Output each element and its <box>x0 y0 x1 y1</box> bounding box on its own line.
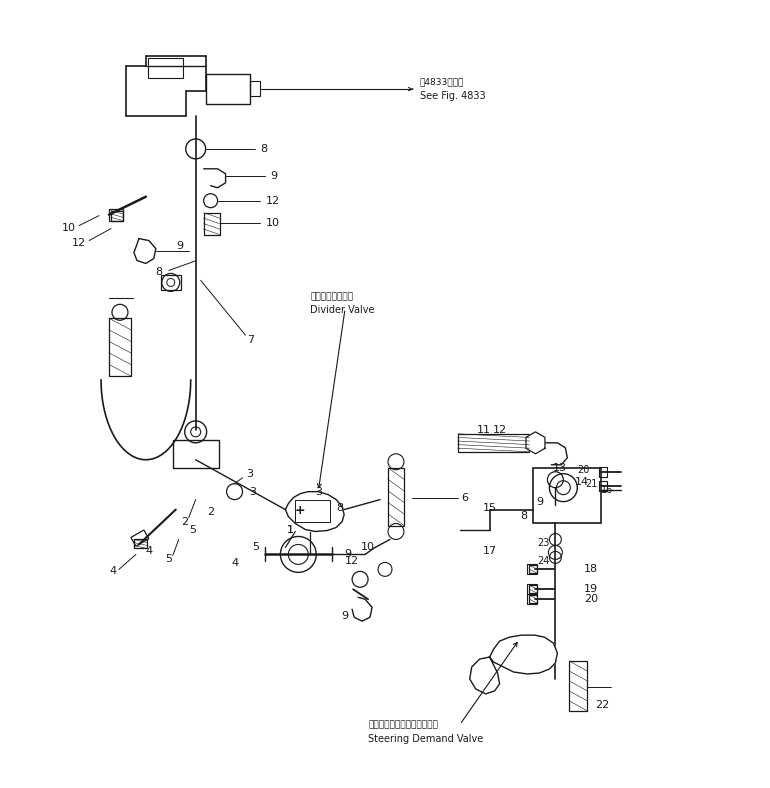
Bar <box>250 81 260 96</box>
Text: 9: 9 <box>536 496 543 507</box>
Text: Steering Demand Valve: Steering Demand Valve <box>368 734 484 744</box>
Bar <box>530 585 537 593</box>
Bar <box>296 500 330 522</box>
Text: ステアリングデマンドバルフ: ステアリングデマンドバルフ <box>368 720 438 730</box>
Bar <box>111 210 123 221</box>
Text: 9: 9 <box>176 240 183 251</box>
Text: 21: 21 <box>585 478 598 489</box>
Bar <box>534 468 601 522</box>
Text: 8: 8 <box>520 511 527 521</box>
Polygon shape <box>286 492 344 531</box>
Bar <box>457 434 530 452</box>
Text: 8: 8 <box>156 267 162 277</box>
Bar <box>527 594 537 604</box>
Text: 7: 7 <box>247 335 255 345</box>
Bar <box>148 58 182 78</box>
Bar <box>599 466 608 477</box>
Text: 10: 10 <box>62 222 76 232</box>
Text: 8: 8 <box>336 503 343 512</box>
Text: 23: 23 <box>537 538 550 548</box>
Polygon shape <box>470 657 500 694</box>
Text: Divider Valve: Divider Valve <box>310 305 375 315</box>
Text: 14: 14 <box>575 477 590 487</box>
Text: 5: 5 <box>166 555 172 564</box>
Text: 8: 8 <box>260 144 268 154</box>
Text: 11: 11 <box>477 425 490 435</box>
Text: See Fig. 4833: See Fig. 4833 <box>420 91 486 101</box>
Text: 1: 1 <box>287 525 294 534</box>
Text: 4: 4 <box>146 546 152 556</box>
Text: 第4833図参照: 第4833図参照 <box>420 78 464 87</box>
Bar <box>530 595 537 604</box>
Text: 2: 2 <box>181 517 189 526</box>
Bar <box>206 74 250 104</box>
Text: 9: 9 <box>341 611 348 621</box>
Text: 10: 10 <box>266 217 280 228</box>
Text: 2: 2 <box>207 507 214 517</box>
Text: 17: 17 <box>483 546 497 556</box>
Polygon shape <box>490 635 557 674</box>
Text: 9: 9 <box>270 171 277 180</box>
Bar <box>527 564 537 574</box>
Text: 12: 12 <box>72 237 86 247</box>
Text: 12: 12 <box>266 195 280 206</box>
Bar <box>599 481 608 491</box>
Text: 6: 6 <box>462 492 469 503</box>
Text: 1: 1 <box>287 525 294 534</box>
Text: 3: 3 <box>246 469 253 479</box>
Text: 4: 4 <box>109 567 116 576</box>
Bar <box>109 318 131 376</box>
Text: 15: 15 <box>483 503 497 512</box>
Text: ディバイダバルフ: ディバイダバルフ <box>310 292 353 301</box>
Bar <box>161 276 181 290</box>
Bar <box>131 530 149 546</box>
Bar <box>203 213 219 235</box>
Bar <box>172 440 219 468</box>
Text: 9: 9 <box>344 549 352 559</box>
Text: 3: 3 <box>315 487 322 496</box>
Text: 13: 13 <box>552 463 567 473</box>
Text: 19: 19 <box>584 584 598 594</box>
Bar <box>109 209 123 221</box>
Text: 16: 16 <box>601 485 614 495</box>
Bar <box>388 468 404 526</box>
Text: 3: 3 <box>249 487 256 496</box>
Text: 18: 18 <box>584 564 598 574</box>
Text: 12: 12 <box>493 425 507 435</box>
Bar <box>527 585 537 594</box>
Bar <box>569 661 588 711</box>
Text: 5: 5 <box>189 525 196 534</box>
Text: 20: 20 <box>578 465 590 474</box>
Text: +: + <box>295 504 306 517</box>
Text: 20: 20 <box>584 594 598 604</box>
Bar <box>134 540 147 548</box>
Text: 22: 22 <box>595 700 610 710</box>
Text: 10: 10 <box>361 542 375 552</box>
Bar <box>530 565 537 574</box>
Polygon shape <box>526 432 545 454</box>
Text: 5: 5 <box>252 542 259 552</box>
Text: 24: 24 <box>537 556 550 567</box>
Text: 4: 4 <box>231 559 238 568</box>
Text: 12: 12 <box>345 556 359 567</box>
